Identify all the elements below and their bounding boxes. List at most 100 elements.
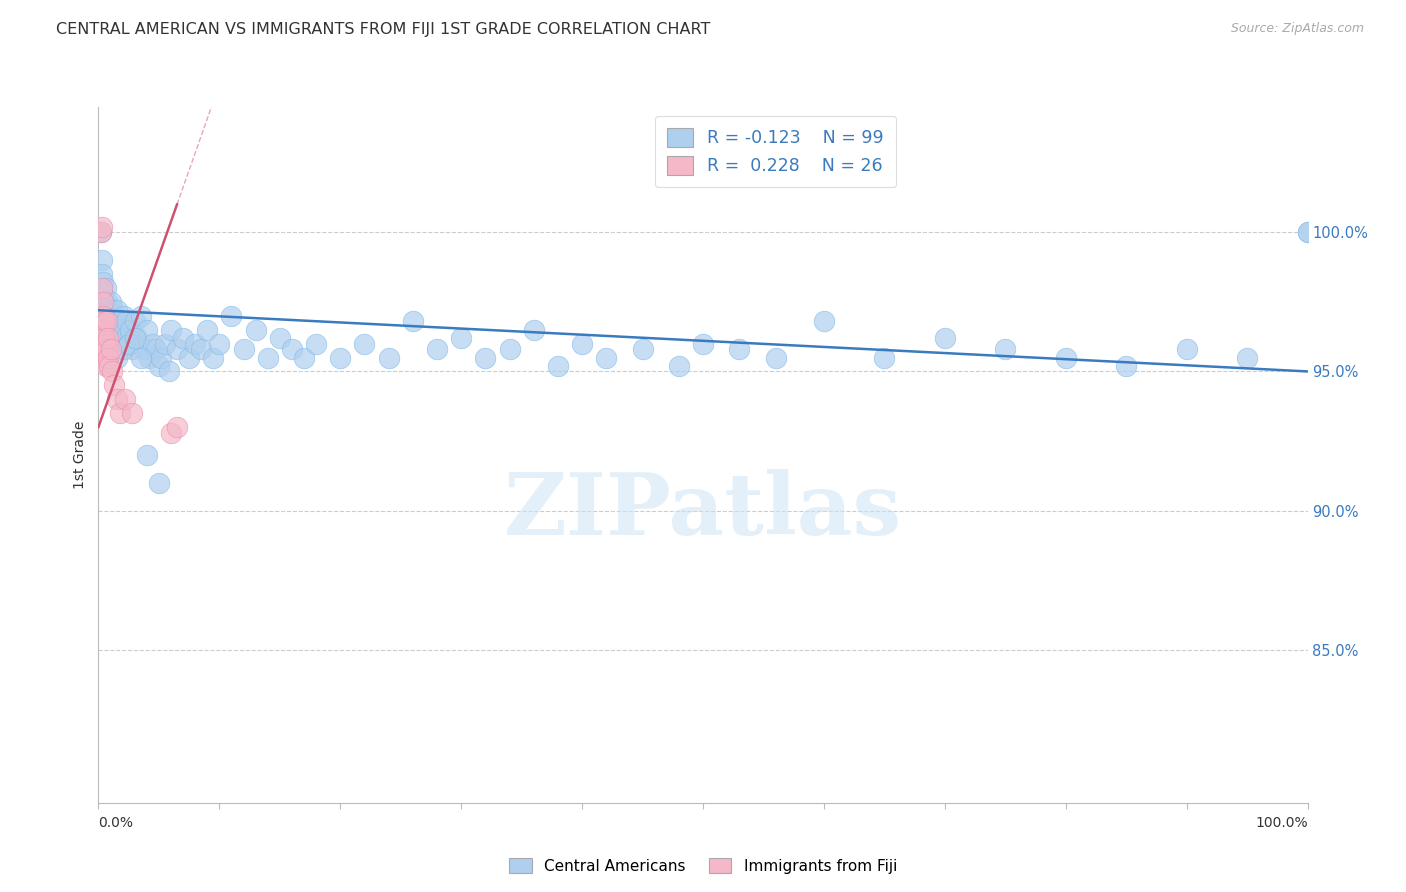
Point xyxy=(692,336,714,351)
Point xyxy=(166,420,188,434)
Point xyxy=(105,336,128,351)
Point xyxy=(873,351,896,365)
Point xyxy=(157,364,180,378)
Point xyxy=(547,359,569,373)
Point xyxy=(142,336,165,351)
Point xyxy=(118,336,141,351)
Point xyxy=(98,336,121,351)
Point xyxy=(94,359,117,373)
Point xyxy=(269,331,291,345)
Point xyxy=(105,351,128,365)
Point xyxy=(765,351,787,365)
Point xyxy=(112,309,135,323)
Point xyxy=(728,342,751,356)
Point xyxy=(96,342,118,356)
Point xyxy=(91,276,114,290)
Point xyxy=(124,314,146,328)
Point xyxy=(148,475,170,490)
Point xyxy=(105,303,128,318)
Point xyxy=(108,331,131,345)
Y-axis label: 1st Grade: 1st Grade xyxy=(73,421,87,489)
Point xyxy=(221,309,243,323)
Point xyxy=(90,225,112,239)
Point xyxy=(101,336,124,351)
Text: ZIPatlas: ZIPatlas xyxy=(503,468,903,552)
Point xyxy=(1054,351,1077,365)
Point xyxy=(107,323,129,337)
Point xyxy=(148,359,170,373)
Point xyxy=(93,342,115,356)
Point xyxy=(426,342,449,356)
Point xyxy=(100,342,122,356)
Point xyxy=(93,303,115,318)
Text: 100.0%: 100.0% xyxy=(1256,816,1308,830)
Point xyxy=(91,281,114,295)
Point xyxy=(232,342,254,356)
Point xyxy=(91,219,114,234)
Point xyxy=(98,314,121,328)
Point xyxy=(571,336,593,351)
Point xyxy=(329,351,352,365)
Point xyxy=(245,323,267,337)
Point xyxy=(150,351,173,365)
Point xyxy=(93,314,115,328)
Point xyxy=(281,342,304,356)
Point xyxy=(108,406,131,420)
Point xyxy=(91,253,114,268)
Point xyxy=(111,342,134,356)
Point xyxy=(91,294,114,309)
Point xyxy=(100,331,122,345)
Point xyxy=(292,351,315,365)
Point xyxy=(184,336,207,351)
Point xyxy=(402,314,425,328)
Point xyxy=(91,286,114,301)
Point xyxy=(105,392,128,407)
Point xyxy=(595,351,617,365)
Point xyxy=(994,342,1017,356)
Point xyxy=(256,351,278,365)
Point xyxy=(100,323,122,337)
Point xyxy=(97,351,120,365)
Point xyxy=(103,378,125,392)
Point xyxy=(114,331,136,345)
Point xyxy=(129,309,152,323)
Point xyxy=(190,342,212,356)
Point xyxy=(94,336,117,351)
Point xyxy=(91,323,114,337)
Point xyxy=(94,314,117,328)
Point xyxy=(1175,342,1198,356)
Point xyxy=(166,342,188,356)
Point xyxy=(100,294,122,309)
Point xyxy=(124,331,146,345)
Point xyxy=(121,342,143,356)
Point xyxy=(96,294,118,309)
Point xyxy=(474,351,496,365)
Point xyxy=(498,342,520,356)
Point xyxy=(135,323,157,337)
Point xyxy=(93,331,115,345)
Point xyxy=(208,336,231,351)
Point xyxy=(450,331,472,345)
Text: Source: ZipAtlas.com: Source: ZipAtlas.com xyxy=(1230,22,1364,36)
Point xyxy=(305,336,328,351)
Point xyxy=(195,323,218,337)
Point xyxy=(179,351,201,365)
Point xyxy=(103,314,125,328)
Point xyxy=(94,281,117,295)
Point xyxy=(134,342,156,356)
Point xyxy=(135,448,157,462)
Point xyxy=(353,336,375,351)
Point xyxy=(1296,225,1319,239)
Point xyxy=(100,309,122,323)
Point xyxy=(111,323,134,337)
Point xyxy=(129,351,152,365)
Point xyxy=(523,323,546,337)
Point xyxy=(138,351,160,365)
Point xyxy=(934,331,956,345)
Point xyxy=(1296,225,1319,239)
Point xyxy=(145,342,167,356)
Point xyxy=(90,225,112,239)
Text: 0.0%: 0.0% xyxy=(98,816,134,830)
Point xyxy=(813,314,835,328)
Point xyxy=(94,351,117,365)
